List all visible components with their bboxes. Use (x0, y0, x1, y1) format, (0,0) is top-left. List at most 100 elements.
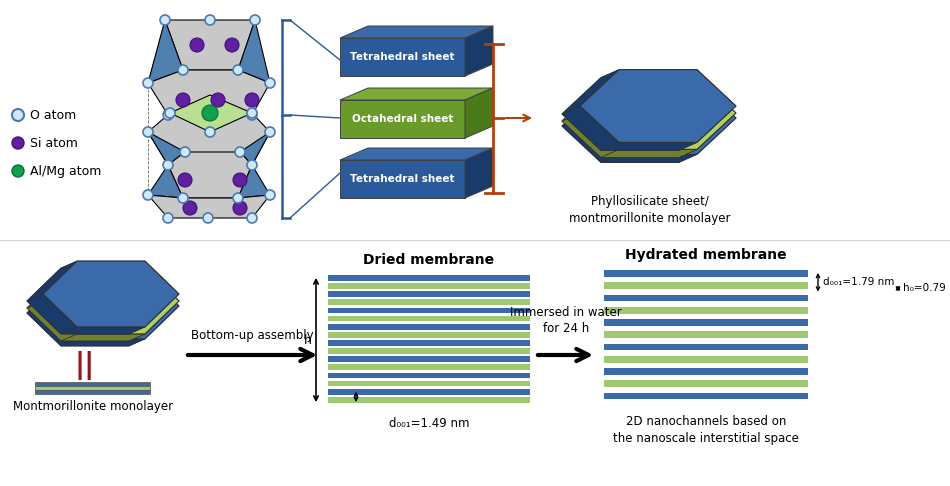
Circle shape (178, 65, 188, 75)
Polygon shape (238, 165, 270, 198)
Polygon shape (27, 275, 163, 341)
Bar (604, 393, 808, 399)
Polygon shape (465, 148, 493, 198)
Text: ||: || (75, 350, 95, 380)
Text: Si atom: Si atom (30, 137, 78, 150)
Circle shape (12, 109, 24, 121)
Polygon shape (27, 301, 77, 341)
Bar (328, 308, 530, 313)
Polygon shape (679, 106, 736, 150)
Polygon shape (27, 268, 163, 334)
Bar (604, 381, 808, 387)
Circle shape (176, 93, 190, 107)
Circle shape (163, 110, 173, 120)
Polygon shape (340, 38, 465, 76)
Polygon shape (148, 20, 183, 83)
Polygon shape (465, 26, 493, 76)
Text: h: h (304, 333, 312, 347)
Text: h₀=0.79 nm: h₀=0.79 nm (903, 283, 950, 294)
Polygon shape (43, 268, 179, 334)
Circle shape (205, 127, 215, 137)
Bar (328, 275, 530, 281)
Polygon shape (580, 77, 736, 149)
Bar (328, 275, 530, 405)
Text: Al/Mg atom: Al/Mg atom (30, 164, 102, 177)
Polygon shape (27, 294, 77, 334)
Polygon shape (129, 301, 179, 341)
Polygon shape (580, 69, 736, 142)
Polygon shape (340, 26, 493, 38)
Circle shape (163, 213, 173, 223)
Polygon shape (43, 273, 179, 339)
Polygon shape (465, 88, 493, 138)
Bar (328, 348, 530, 354)
Text: Immersed in water
for 24 h: Immersed in water for 24 h (510, 306, 622, 335)
Polygon shape (601, 142, 697, 150)
Bar (35, 390, 150, 394)
Polygon shape (562, 85, 718, 157)
Circle shape (265, 190, 275, 200)
Polygon shape (129, 306, 179, 346)
Polygon shape (61, 268, 145, 275)
Bar (328, 315, 530, 321)
Circle shape (233, 201, 247, 215)
Circle shape (163, 160, 173, 170)
Bar (35, 382, 150, 385)
Circle shape (233, 193, 243, 203)
Circle shape (143, 127, 153, 137)
Polygon shape (562, 82, 619, 126)
Polygon shape (562, 77, 619, 121)
Polygon shape (61, 339, 145, 346)
Polygon shape (580, 82, 736, 155)
Polygon shape (562, 118, 619, 162)
Polygon shape (27, 268, 77, 308)
Circle shape (165, 108, 175, 118)
Polygon shape (601, 149, 697, 157)
Circle shape (205, 15, 215, 25)
Text: d₀₀₁=1.79 nm: d₀₀₁=1.79 nm (823, 278, 894, 287)
Text: Tetrahedral sheet: Tetrahedral sheet (351, 174, 455, 184)
Polygon shape (601, 69, 697, 78)
Text: O atom: O atom (30, 108, 76, 122)
Circle shape (183, 201, 197, 215)
Circle shape (247, 213, 257, 223)
Circle shape (180, 147, 190, 157)
Polygon shape (148, 132, 185, 165)
Polygon shape (601, 82, 697, 89)
Polygon shape (679, 82, 736, 126)
Polygon shape (129, 273, 179, 313)
Polygon shape (148, 165, 183, 198)
Text: d₀₀₁=1.49 nm: d₀₀₁=1.49 nm (389, 417, 469, 430)
Circle shape (203, 110, 213, 120)
Circle shape (225, 38, 239, 52)
Bar (328, 332, 530, 338)
Polygon shape (129, 268, 179, 308)
Circle shape (178, 193, 188, 203)
Bar (604, 282, 808, 289)
Polygon shape (562, 106, 619, 150)
Polygon shape (562, 89, 718, 162)
Bar (604, 344, 808, 350)
Polygon shape (148, 195, 270, 218)
Polygon shape (679, 118, 736, 162)
Circle shape (233, 65, 243, 75)
Polygon shape (601, 77, 697, 85)
Polygon shape (240, 132, 270, 165)
Polygon shape (679, 77, 736, 121)
Text: Dried membrane: Dried membrane (364, 253, 495, 267)
Polygon shape (679, 69, 736, 114)
Text: Montmorillonite monolayer: Montmorillonite monolayer (13, 400, 173, 413)
Text: Octahedral sheet: Octahedral sheet (352, 114, 453, 124)
Text: Bottom-up assembly: Bottom-up assembly (191, 329, 314, 342)
Bar (328, 364, 530, 370)
Bar (604, 270, 808, 277)
Polygon shape (601, 155, 697, 162)
Circle shape (190, 38, 204, 52)
Polygon shape (148, 70, 270, 115)
Bar (604, 368, 808, 375)
Bar (328, 283, 530, 289)
Bar (604, 331, 808, 338)
Polygon shape (129, 294, 179, 334)
Polygon shape (562, 113, 619, 157)
Polygon shape (27, 261, 77, 301)
